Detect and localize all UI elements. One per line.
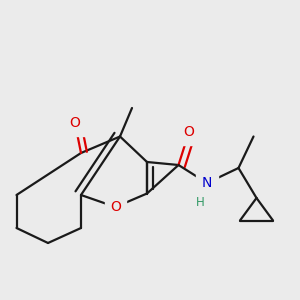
Text: O: O — [110, 200, 121, 214]
Text: H: H — [196, 196, 205, 209]
Text: O: O — [70, 116, 80, 130]
Text: O: O — [184, 125, 194, 139]
Text: N: N — [202, 176, 212, 190]
